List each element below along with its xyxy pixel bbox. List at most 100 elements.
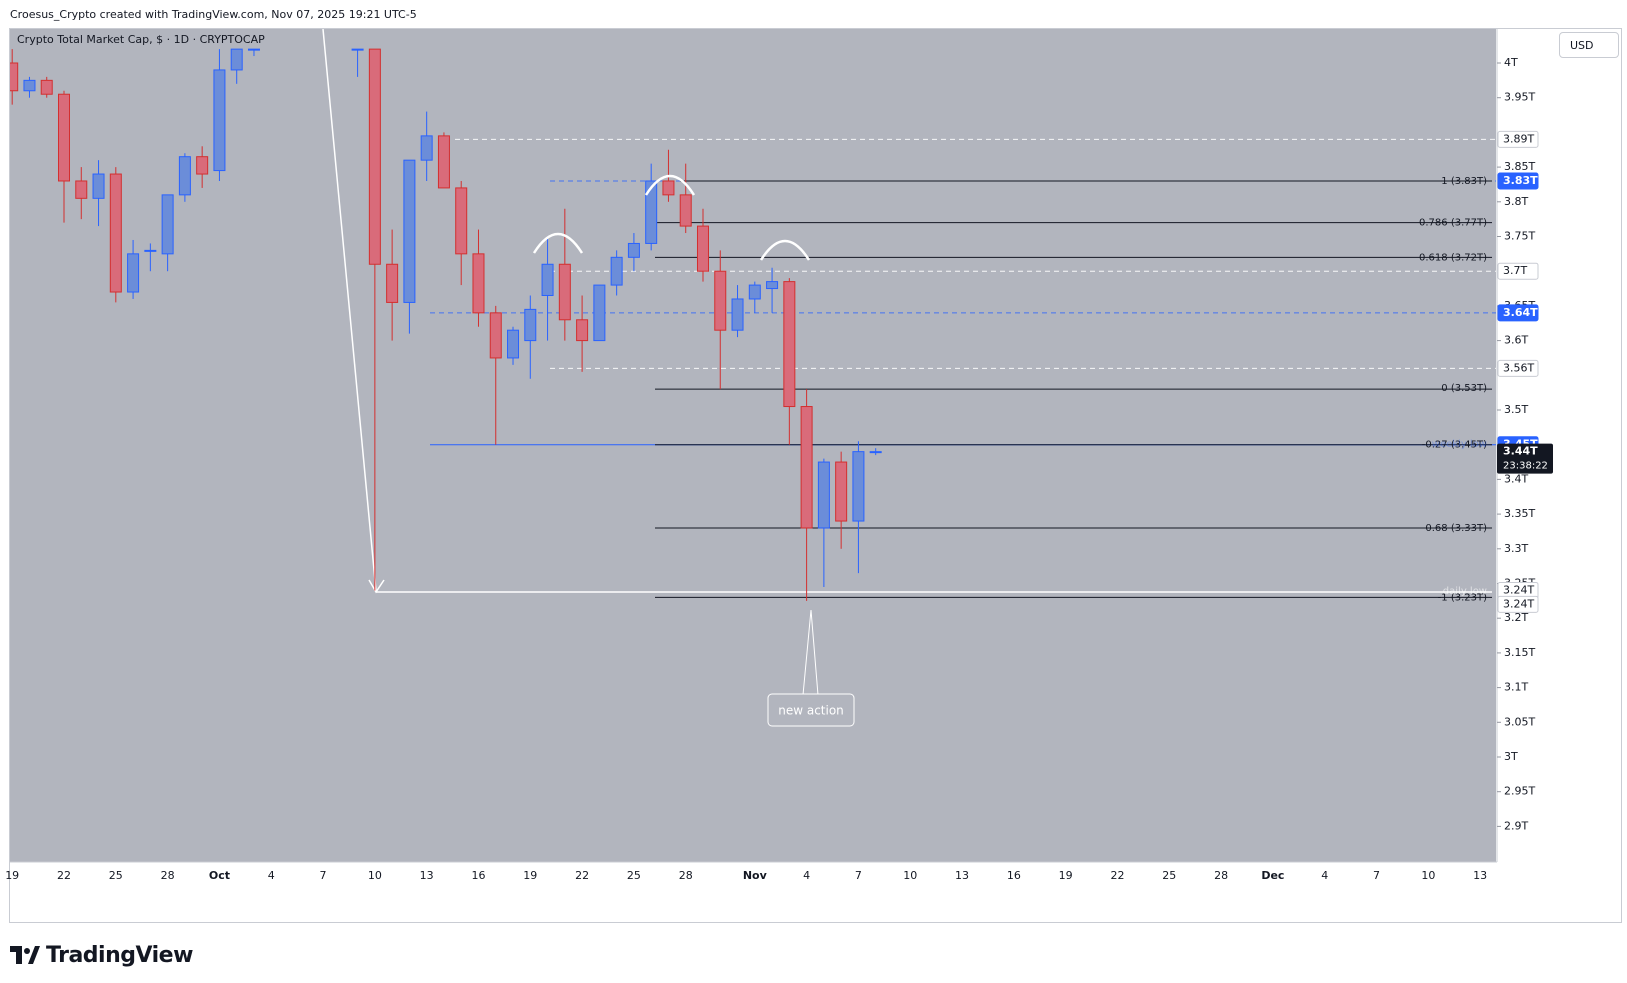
- candle-body: [869, 451, 882, 454]
- price-badge-label: 3.83T: [1503, 174, 1538, 187]
- x-tick-label: 7: [1373, 869, 1380, 882]
- candle-body: [351, 48, 364, 51]
- y-tick-label: 3.3T: [1504, 542, 1528, 555]
- x-tick-label: 10: [903, 869, 917, 882]
- callout-text: new action: [778, 704, 844, 718]
- y-tick-label: 3.15T: [1504, 646, 1535, 659]
- candle-body: [368, 48, 381, 265]
- candle-body: [489, 312, 502, 359]
- candle-body: [507, 329, 520, 359]
- candle-body: [230, 48, 243, 71]
- y-tick-label: 3.8T: [1504, 195, 1528, 208]
- fib-label: -0.68 (3.33T): [1422, 523, 1487, 534]
- tradingview-logo[interactable]: TradingView: [10, 940, 193, 970]
- callout-box: [767, 693, 855, 727]
- x-tick-label: 22: [1110, 869, 1124, 882]
- symbol-title[interactable]: Crypto Total Market Cap, $ · 1D · CRYPTO…: [17, 33, 265, 46]
- x-tick-label: 25: [1162, 869, 1176, 882]
- candle-body: [800, 406, 813, 529]
- fib-label: 0.786 (3.77T): [1419, 218, 1487, 229]
- x-tick-label: Oct: [209, 869, 230, 882]
- arrow-shaft: [322, 29, 377, 592]
- candle-body: [196, 156, 209, 175]
- candle-body: [75, 180, 88, 199]
- pattern-arc: [759, 239, 811, 261]
- price-badge: [1497, 130, 1539, 148]
- y-tick-label: 3.6T: [1504, 334, 1528, 347]
- candle-body: [817, 461, 830, 529]
- candle-body: [386, 263, 399, 303]
- tradingview-brand-text: TradingView: [46, 942, 193, 968]
- attribution-header: Croesus_Crypto created with TradingView.…: [0, 0, 1627, 28]
- candle-body: [714, 270, 727, 331]
- x-tick-label: 7: [855, 869, 862, 882]
- candle-body: [766, 281, 779, 290]
- candle-body: [109, 173, 122, 293]
- x-tick-label: 16: [471, 869, 485, 882]
- candle-body: [524, 308, 537, 342]
- price-badge-label: 3.24T: [1503, 583, 1534, 596]
- candle-body: [161, 194, 174, 255]
- candle-body: [610, 256, 623, 286]
- candle-body: [420, 135, 433, 161]
- candle-body: [127, 253, 140, 293]
- x-tick-label: 25: [627, 869, 641, 882]
- candle-body: [558, 263, 571, 321]
- current-price-label: 3.44T: [1503, 445, 1538, 458]
- pattern-arc: [644, 174, 696, 196]
- candle-body: [852, 451, 865, 522]
- x-tick-label: 19: [1059, 869, 1073, 882]
- y-tick-label: 3.85T: [1504, 160, 1535, 173]
- candle-body: [58, 93, 70, 182]
- candle-body: [472, 253, 485, 314]
- y-tick-label: 3.35T: [1504, 507, 1535, 520]
- x-tick-label: 19: [523, 869, 537, 882]
- y-tick-label: 3.05T: [1504, 715, 1535, 728]
- x-tick-label: 28: [1214, 869, 1228, 882]
- fib-label: 0 (3.53T): [1441, 383, 1487, 394]
- candle-body: [23, 79, 36, 92]
- candle-body: [576, 319, 589, 342]
- y-tick-label: 3T: [1504, 750, 1518, 763]
- candle-body: [10, 62, 19, 92]
- pattern-arc: [532, 232, 584, 254]
- candle-body: [627, 242, 640, 258]
- candle-countdown: 23:38:22: [1503, 461, 1548, 472]
- y-tick-label: 3.5T: [1504, 403, 1528, 416]
- x-tick-label: 13: [1473, 869, 1487, 882]
- price-badge: [1497, 359, 1539, 377]
- y-tick-label: 3.75T: [1504, 230, 1535, 243]
- x-tick-label: 28: [679, 869, 693, 882]
- time-axis[interactable]: [10, 862, 1620, 888]
- price-badge: [1497, 304, 1539, 322]
- candle-body: [247, 48, 260, 51]
- x-tick-label: 19: [5, 869, 19, 882]
- price-badge: [1497, 262, 1539, 280]
- plot-content: [10, 29, 1496, 727]
- current-price-badge: [1497, 443, 1553, 474]
- candle-body: [178, 156, 191, 196]
- x-tick-label: 16: [1007, 869, 1021, 882]
- price-badge-label: 3.7T: [1503, 264, 1527, 277]
- price-badge-label: 3.56T: [1503, 361, 1534, 374]
- candle-body: [679, 194, 692, 227]
- price-badge-label: 3.24T: [1503, 597, 1534, 610]
- candle-body: [455, 187, 468, 255]
- fib-label: -1 (3.23T): [1438, 592, 1487, 603]
- candle-body: [213, 69, 226, 172]
- candle-body: [835, 461, 848, 522]
- candle-body: [593, 284, 606, 342]
- currency-button[interactable]: USD: [1559, 32, 1619, 58]
- x-tick-label: 10: [1421, 869, 1435, 882]
- candle-body: [92, 173, 105, 199]
- plot-area[interactable]: [10, 29, 1496, 862]
- x-tick-label: 4: [268, 869, 275, 882]
- tradingview-logo-icon: [10, 944, 40, 966]
- y-tick-label: 3.2T: [1504, 611, 1528, 624]
- x-tick-label: 13: [955, 869, 969, 882]
- x-tick-label: 22: [57, 869, 71, 882]
- x-tick-label: 4: [1321, 869, 1328, 882]
- x-tick-label: 25: [109, 869, 123, 882]
- faded-level-label: weekly low: [1432, 439, 1487, 450]
